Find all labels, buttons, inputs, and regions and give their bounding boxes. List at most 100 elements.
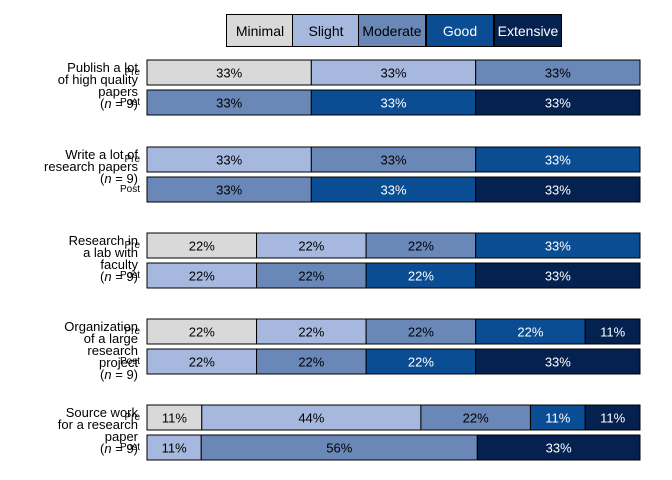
bar-segment [256, 348, 367, 375]
bar-segment [365, 232, 477, 259]
bar-value-label: 33% [216, 66, 242, 81]
bar-value-label: 22% [189, 269, 215, 284]
bar-segment [420, 404, 531, 431]
bar-segment [146, 59, 312, 86]
row-label-pre: Pre [124, 67, 140, 78]
row-label-post: Post [119, 97, 140, 108]
group-label-line: a lab with [83, 245, 138, 260]
group-label-line: Research in [68, 233, 138, 248]
row-label-post: Post [119, 270, 140, 281]
bar-value-label: 33% [546, 441, 572, 456]
bar-value-label: 33% [216, 153, 242, 168]
bar-value-label: 33% [216, 183, 242, 198]
bar-segment [146, 404, 203, 431]
bar-segment [584, 404, 641, 431]
group-label-line: research [87, 343, 138, 358]
bar-value-label: 22% [408, 355, 434, 370]
bar-value-label: 33% [380, 183, 406, 198]
group-label-line: Organization [64, 319, 138, 334]
bar-segment [146, 232, 258, 259]
legend-item-slight: Slight [292, 14, 360, 47]
group-label-line: paper [104, 429, 138, 444]
bar-value-label: 22% [298, 269, 324, 284]
group-label-line: of high quality [57, 72, 138, 87]
bar-value-label: 33% [545, 269, 571, 284]
bar-segment [584, 318, 641, 345]
row-label-pre: Pre [124, 326, 140, 337]
bar-value-label: 22% [189, 325, 215, 340]
bar-value-label: 22% [189, 355, 215, 370]
bar-value-label: 33% [545, 355, 571, 370]
legend-item-good: Good [426, 14, 494, 47]
bar-segment [310, 59, 477, 86]
row-label-post: Post [119, 184, 140, 195]
bar-segment [365, 262, 477, 289]
group-n-label: (n = 9) [100, 171, 138, 186]
bar-value-label: 22% [408, 325, 434, 340]
bar-segment [476, 434, 641, 461]
bar-value-label: 22% [408, 269, 434, 284]
bar-segment [365, 348, 477, 375]
row-label-pre: Pre [124, 154, 140, 165]
group-label: Publish a lot of high quality papers (n = 9… [18, 60, 138, 110]
group-label-line: Write a lot of [65, 147, 138, 162]
bar-segment [475, 89, 641, 116]
group-n-label: (n = 9) [100, 269, 138, 284]
row-label-pre: Pre [124, 412, 140, 423]
group-n-label: (n = 9) [100, 441, 138, 456]
bar-value-label: 33% [545, 96, 571, 111]
bar-value-label: 33% [380, 66, 406, 81]
bar-value-label: 33% [545, 239, 571, 254]
group-label-line: project [98, 355, 138, 370]
legend-item-moderate: Moderate [358, 14, 426, 47]
group-label-line: Publish a lot [67, 60, 138, 75]
bar-value-label: 33% [380, 153, 406, 168]
bar-value-label: 33% [545, 183, 571, 198]
bar-value-label: 22% [517, 325, 543, 340]
group-label: Research in a lab with faculty (n = 9) [18, 233, 138, 284]
row-label-pre: Pre [124, 240, 140, 251]
group-label-line: papers [98, 84, 138, 99]
row-label-post: Post [119, 442, 140, 453]
bar-value-label: 22% [298, 325, 324, 340]
bar-segment [475, 318, 586, 345]
bar-value-label: 56% [326, 441, 352, 456]
bar-segment [146, 434, 202, 461]
bar-segment [475, 232, 641, 259]
bar-segment [146, 318, 258, 345]
bar-value-label: 22% [408, 239, 434, 254]
group-label-line: research papers [44, 159, 138, 174]
bar-segment [146, 176, 312, 203]
bar-segment [475, 59, 641, 86]
group-label-line: Source work [65, 405, 138, 420]
bar-value-label: 33% [380, 96, 406, 111]
bar-segment [200, 434, 478, 461]
group-label-line: of a large [83, 331, 138, 346]
legend-item-extensive: Extensive [494, 14, 562, 47]
bar-value-label: 11% [545, 411, 570, 426]
group-label: Source work for a research paper (n = 9) [18, 405, 138, 456]
bar-segment [310, 146, 477, 173]
bar-segment [146, 348, 258, 375]
bar-value-label: 44% [298, 411, 324, 426]
bar-segment [365, 318, 477, 345]
bar-segment [475, 262, 641, 289]
bar-value-label: 33% [216, 96, 242, 111]
bar-value-label: 22% [298, 239, 324, 254]
bar-segment [256, 232, 367, 259]
bar-value-label: 22% [189, 239, 215, 254]
bar-segment [475, 348, 641, 375]
bar-value-label: 11% [162, 411, 187, 426]
bar-segment [310, 89, 477, 116]
bar-value-label: 11% [162, 441, 187, 456]
bar-segment [475, 176, 641, 203]
row-label-post: Post [119, 356, 140, 367]
group-label: Organization of a large research project (n … [18, 319, 138, 381]
legend-item-minimal: Minimal [226, 14, 294, 47]
bar-value-label: 33% [545, 153, 571, 168]
bar-value-label: 33% [545, 66, 571, 81]
bar-segment [146, 89, 312, 116]
bar-value-label: 22% [463, 411, 489, 426]
